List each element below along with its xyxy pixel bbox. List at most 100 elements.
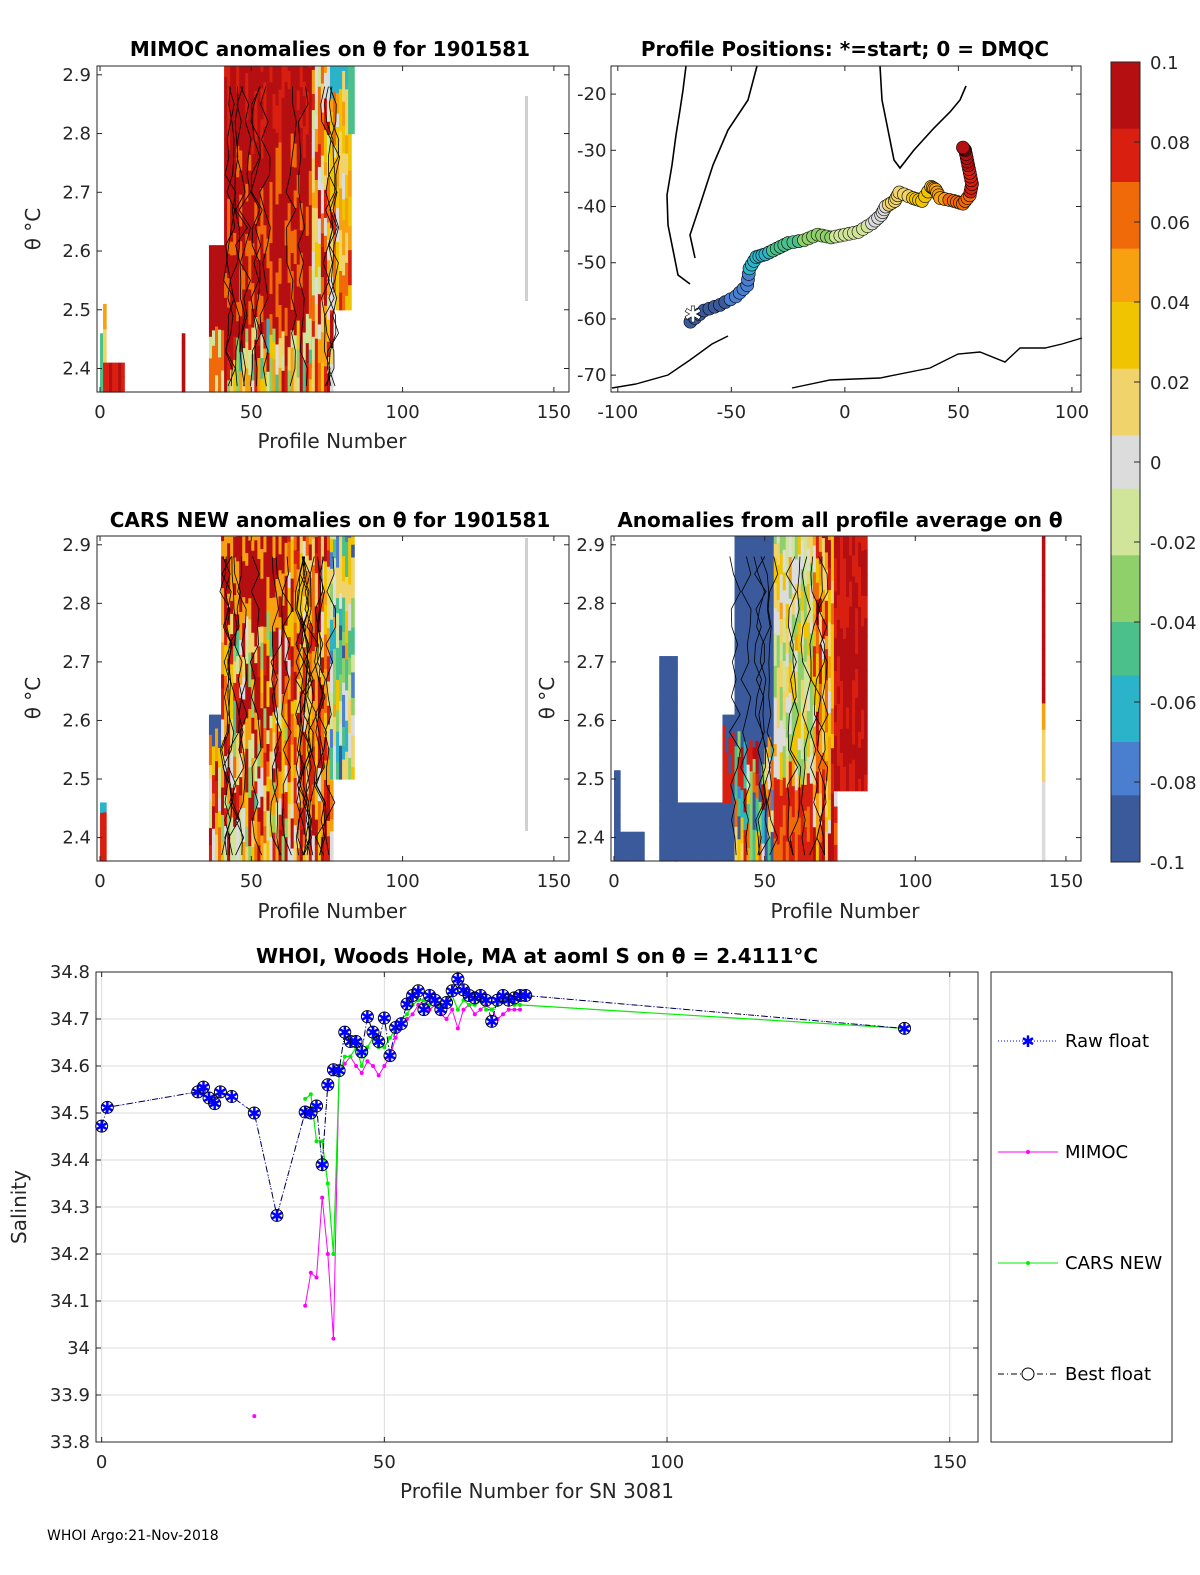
heat-cell [269, 242, 274, 262]
heat-cell [812, 571, 817, 599]
heat-cell [339, 229, 343, 250]
mimoc-point [478, 1007, 483, 1012]
heat-cell [251, 678, 255, 695]
heat-cell [348, 603, 352, 631]
heat-cell [809, 682, 814, 716]
mimoc-point [308, 1270, 313, 1275]
heat-cell [308, 378, 313, 393]
heat-cell [719, 838, 724, 862]
heat-cell [342, 745, 346, 760]
heat-cell [266, 840, 271, 862]
heat-cell [311, 269, 316, 296]
heat-cell [348, 225, 352, 251]
heat-cell [290, 230, 295, 254]
heat-cell [1041, 688, 1046, 704]
heat-cell [665, 780, 669, 796]
heat-cell [299, 536, 304, 554]
heat-cell [800, 536, 805, 541]
heat-cell [821, 687, 826, 703]
heat-cell [263, 160, 268, 187]
heat-cell [242, 94, 246, 120]
heat-cell [311, 679, 316, 702]
heat-cell [842, 655, 847, 689]
heat-cell [336, 274, 340, 311]
heat-cell [827, 712, 832, 737]
heat-cell [284, 275, 289, 308]
heat-cell [236, 364, 240, 393]
heat-cell [272, 211, 277, 237]
heat-cell [224, 116, 228, 140]
heat-cell [329, 66, 334, 71]
heat-cell [260, 591, 265, 627]
heat-cell [626, 832, 630, 862]
colorbar-tick-label: -0.02 [1150, 533, 1197, 554]
heat-cell [336, 92, 340, 114]
heat-cell [308, 652, 313, 683]
heat-cell [290, 374, 295, 393]
heat-cell [320, 298, 325, 333]
heat-cell [278, 829, 283, 862]
heat-cell [785, 628, 790, 654]
heat-cell [281, 237, 286, 257]
heat-cell [788, 556, 793, 583]
heat-cell [806, 570, 811, 585]
heat-cell [245, 760, 249, 793]
heat-cell [239, 654, 243, 685]
heat-cell [299, 774, 304, 788]
heat-cell [263, 319, 268, 349]
heat-cell [752, 829, 757, 862]
colorbar-step [1111, 395, 1140, 410]
raw-float-point: ✱ [355, 1043, 368, 1062]
heat-cell [281, 154, 286, 168]
heat-cell [293, 802, 298, 826]
contour-line [814, 556, 827, 856]
heat-cell [317, 109, 322, 145]
heat-cell [791, 613, 796, 641]
heat-cell [827, 621, 832, 657]
heat-cell [674, 819, 678, 836]
heat-cell [254, 286, 258, 318]
heat-cell [287, 698, 292, 728]
heat-cell [112, 368, 116, 393]
raw-float-point: ✱ [479, 991, 492, 1010]
heat-cell [305, 249, 310, 284]
heat-cell [208, 778, 213, 802]
heat-cell [336, 597, 340, 614]
heat-cell [269, 750, 274, 780]
heat-cell [314, 740, 319, 756]
heat-cell [852, 603, 856, 625]
heat-cell [320, 66, 325, 84]
heat-cell [260, 333, 265, 359]
heat-cell [305, 66, 310, 68]
heat-cell [785, 696, 790, 713]
heat-cell [833, 691, 838, 706]
heat-cell [257, 345, 261, 359]
heat-cell [852, 712, 856, 731]
heat-cell [785, 754, 790, 788]
avg-y-ticks: 2.42.52.62.72.82.9 [576, 535, 1081, 849]
heat-cell [257, 806, 261, 822]
heat-cell [827, 677, 832, 692]
heat-cell [293, 736, 298, 765]
contour-line [285, 86, 297, 387]
heat-cell [317, 189, 322, 219]
heat-cell [800, 590, 805, 611]
heat-cell [320, 276, 325, 300]
heat-cell [755, 573, 760, 608]
colorbar-step [1111, 208, 1140, 223]
heat-cell [342, 644, 346, 659]
raw-float-point: ✱ [434, 1001, 447, 1020]
heat-cell [281, 693, 286, 718]
heat-cell [215, 374, 219, 393]
heat-cell [701, 802, 705, 822]
heat-cell [348, 536, 352, 539]
heat-cell [674, 698, 678, 714]
heat-cell [329, 536, 334, 539]
cars-y-ticks: 2.42.52.62.72.82.9 [62, 535, 569, 849]
contour-line [250, 86, 263, 387]
heat-cell [737, 702, 742, 719]
heat-cell [326, 549, 331, 567]
heat-cell [710, 802, 715, 816]
best-float-point [360, 1010, 374, 1024]
heat-cell [239, 66, 243, 72]
